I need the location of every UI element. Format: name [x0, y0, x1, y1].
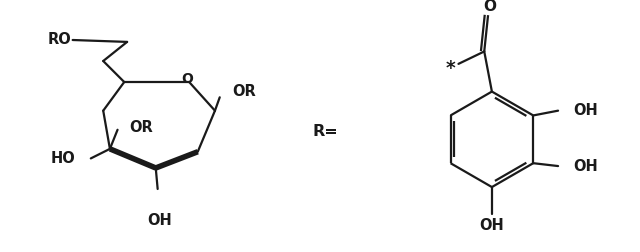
Text: O: O — [181, 72, 193, 86]
Text: OH: OH — [573, 159, 598, 174]
Text: OH: OH — [573, 103, 598, 118]
Text: OR: OR — [232, 84, 256, 99]
Text: OH: OH — [479, 218, 504, 233]
Text: O: O — [483, 0, 497, 14]
Text: HO: HO — [51, 151, 76, 166]
Text: *: * — [446, 59, 456, 78]
Text: OR: OR — [129, 120, 153, 135]
Text: OH: OH — [147, 213, 172, 228]
Text: R=: R= — [312, 124, 338, 139]
Text: RO: RO — [48, 33, 72, 47]
